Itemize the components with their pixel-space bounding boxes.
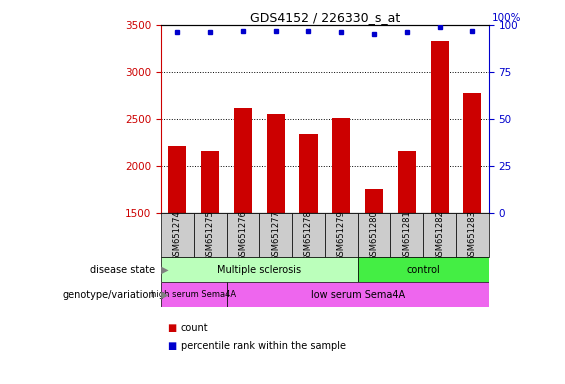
Bar	[299, 134, 318, 354]
FancyBboxPatch shape	[227, 282, 489, 307]
Text: disease state: disease state	[90, 265, 155, 275]
Text: GSM651280: GSM651280	[370, 210, 379, 261]
Text: low serum Sema4A: low serum Sema4A	[311, 290, 405, 300]
FancyBboxPatch shape	[292, 213, 325, 257]
Bar	[234, 108, 252, 354]
Text: control: control	[406, 265, 440, 275]
Bar	[332, 118, 350, 354]
Bar	[398, 151, 416, 354]
FancyBboxPatch shape	[161, 257, 358, 282]
Bar	[168, 146, 186, 354]
Text: Multiple sclerosis: Multiple sclerosis	[218, 265, 301, 275]
Bar	[431, 41, 449, 354]
Text: 100%: 100%	[492, 13, 521, 23]
FancyBboxPatch shape	[194, 213, 227, 257]
Text: percentile rank within the sample: percentile rank within the sample	[181, 341, 346, 351]
Text: ■: ■	[167, 341, 176, 351]
Text: GSM651281: GSM651281	[402, 210, 411, 261]
Text: GSM651278: GSM651278	[304, 210, 313, 261]
Bar	[365, 189, 383, 354]
FancyBboxPatch shape	[390, 213, 423, 257]
Text: GSM651283: GSM651283	[468, 210, 477, 261]
Text: ▶: ▶	[158, 290, 169, 300]
Text: GSM651279: GSM651279	[337, 210, 346, 261]
FancyBboxPatch shape	[423, 213, 456, 257]
Text: GSM651282: GSM651282	[435, 210, 444, 261]
FancyBboxPatch shape	[358, 257, 489, 282]
Text: ▶: ▶	[158, 265, 169, 275]
FancyBboxPatch shape	[161, 282, 227, 307]
FancyBboxPatch shape	[456, 213, 489, 257]
Text: GSM651277: GSM651277	[271, 210, 280, 261]
Text: GSM651275: GSM651275	[206, 210, 215, 261]
Bar	[267, 114, 285, 354]
Bar	[201, 152, 219, 354]
FancyBboxPatch shape	[358, 213, 390, 257]
Title: GDS4152 / 226330_s_at: GDS4152 / 226330_s_at	[250, 11, 400, 24]
FancyBboxPatch shape	[325, 213, 358, 257]
Text: GSM651274: GSM651274	[173, 210, 182, 261]
Bar	[463, 93, 481, 354]
Text: count: count	[181, 323, 208, 333]
FancyBboxPatch shape	[227, 213, 259, 257]
Text: high serum Sema4A: high serum Sema4A	[151, 290, 236, 299]
Text: ■: ■	[167, 323, 176, 333]
FancyBboxPatch shape	[161, 213, 194, 257]
Text: GSM651276: GSM651276	[238, 210, 247, 261]
Text: genotype/variation: genotype/variation	[63, 290, 155, 300]
FancyBboxPatch shape	[259, 213, 292, 257]
